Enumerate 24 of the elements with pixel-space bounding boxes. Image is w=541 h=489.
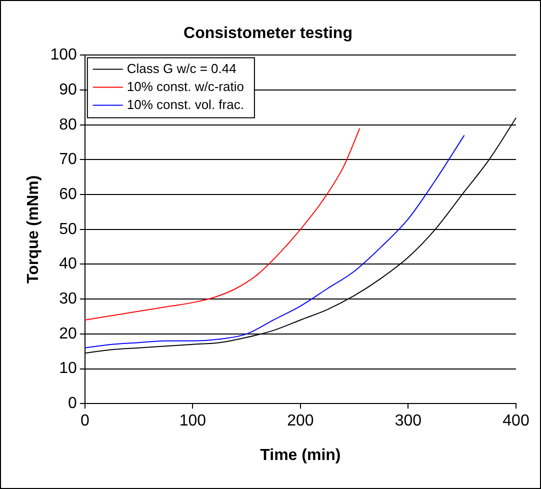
legend-label: 10% const. vol. frac. xyxy=(126,96,244,112)
chart-title: Consistometer testing xyxy=(184,25,352,42)
y-tick-label: 90 xyxy=(59,81,77,98)
y-tick-label: 60 xyxy=(59,186,77,203)
y-tick-label: 20 xyxy=(59,325,77,342)
y-tick-label: 40 xyxy=(59,256,77,273)
y-tick-label: 100 xyxy=(50,46,77,64)
x-tick-label: 0 xyxy=(80,412,90,430)
x-tick-label: 300 xyxy=(394,412,422,430)
legend-label: Class G w/c = 0.44 xyxy=(126,60,236,76)
x-tick-label: 200 xyxy=(287,412,314,430)
y-tick-label: 50 xyxy=(59,220,77,238)
y-tick-label: 0 xyxy=(68,395,77,412)
y-tick-label: 80 xyxy=(59,116,77,134)
y-tick-label: 70 xyxy=(59,151,77,168)
legend-label: 10% const. w/c-ratio xyxy=(126,78,244,94)
x-tick-label: 400 xyxy=(502,412,530,430)
y-tick-label: 10 xyxy=(59,360,77,378)
x-axis-title: Time (min) xyxy=(260,446,341,464)
y-axis-title: Torque (mNm) xyxy=(25,175,42,284)
y-tick-label: 30 xyxy=(59,290,77,308)
line-series xyxy=(84,128,360,320)
line-series xyxy=(84,134,465,348)
x-tick-label: 100 xyxy=(179,412,206,430)
